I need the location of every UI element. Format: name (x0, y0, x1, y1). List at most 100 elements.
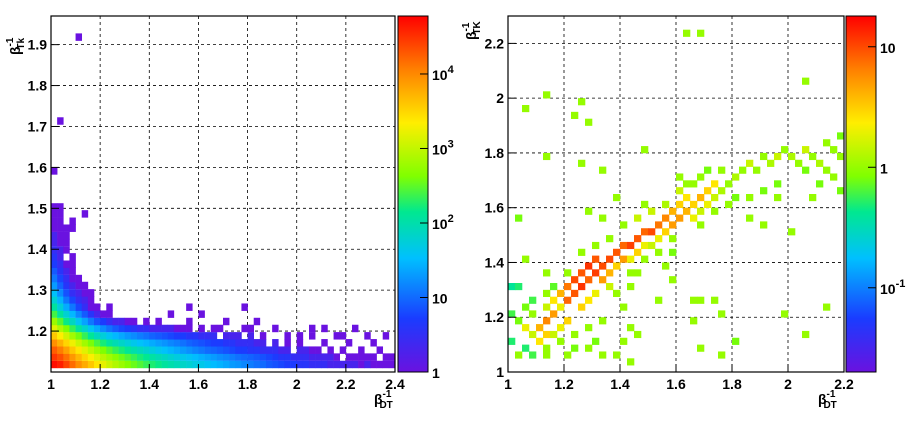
heatmap-cell (204, 339, 212, 347)
heatmap-cell (278, 353, 285, 361)
heatmap-cell (253, 317, 261, 326)
heatmap-cell (259, 346, 267, 354)
heatmap-cell (118, 353, 126, 361)
heatmap-cell (51, 339, 58, 347)
heatmap-cell (100, 332, 107, 340)
heatmap-cell (284, 346, 291, 354)
x-tick-label: 1.2 (554, 376, 574, 392)
heatmap-cell (259, 360, 267, 369)
heatmap-cell (247, 346, 255, 354)
heatmap-cell (578, 269, 586, 277)
heatmap-cell (57, 238, 64, 247)
heatmap-cell (711, 207, 719, 215)
heatmap-cell (315, 346, 322, 354)
heatmap-cell (697, 296, 705, 304)
heatmap-cell (69, 253, 76, 261)
heatmap-cell (155, 353, 162, 361)
heatmap-cell (795, 159, 803, 167)
heatmap-cell (63, 353, 70, 361)
left-colorbar-ticks: 1 10 102 103 104 (420, 64, 455, 381)
heatmap-cell (112, 339, 119, 347)
heatmap-cell (241, 339, 248, 347)
heatmap-cell (278, 346, 285, 354)
heatmap-cell (333, 353, 341, 361)
heatmap-cell (180, 353, 187, 361)
heatmap-cell (683, 180, 691, 188)
heatmap-cell (81, 210, 89, 218)
heatmap-cell (634, 269, 642, 277)
heatmap-cell (767, 159, 775, 167)
heatmap-cell (550, 310, 558, 318)
heatmap-cell (186, 360, 193, 369)
heatmap-cell (718, 351, 726, 359)
heatmap-cell (100, 346, 107, 354)
heatmap-cell (204, 332, 212, 340)
heatmap-cell (63, 267, 70, 275)
heatmap-cell (634, 214, 642, 222)
heatmap-cell (241, 324, 248, 333)
heatmap-cell (173, 332, 181, 340)
left-x-axis-label-sup: -1 (383, 389, 392, 400)
heatmap-cell (223, 353, 230, 361)
heatmap-cell (725, 200, 733, 208)
heatmap-cell (118, 332, 126, 340)
heatmap-cell (606, 255, 614, 263)
heatmap-cell (578, 303, 586, 311)
heatmap-cell (662, 262, 670, 270)
heatmap-cell (557, 289, 565, 297)
heatmap-cell (592, 255, 600, 263)
heatmap-cell (223, 332, 230, 340)
heatmap-cell (87, 303, 95, 311)
heatmap-cell (94, 324, 101, 333)
heatmap-cell (81, 281, 89, 290)
heatmap-cell (100, 310, 107, 318)
heatmap-cell (51, 289, 58, 297)
heatmap-cell (63, 317, 70, 326)
heatmap-cell (284, 332, 291, 340)
heatmap-cell (63, 303, 70, 311)
heatmap-cell (173, 353, 181, 361)
heatmap-cell (63, 332, 70, 340)
heatmap-cell (641, 200, 649, 208)
heatmap-cell (515, 283, 523, 291)
heatmap-cell (571, 289, 579, 297)
colorbar-tick-label: 104 (432, 64, 455, 83)
right-x-axis-label-sup: -1 (827, 389, 836, 400)
heatmap-cell (69, 303, 76, 311)
colorbar-tick-label: 102 (432, 213, 454, 232)
heatmap-cell (760, 221, 768, 229)
heatmap-cell (229, 346, 236, 354)
heatmap-cell (87, 346, 95, 354)
heatmap-cell (51, 317, 58, 326)
heatmap-cell (837, 152, 845, 161)
heatmap-cell (69, 274, 76, 283)
heatmap-cell (247, 324, 255, 333)
y-tick-label: 1.3 (28, 282, 48, 298)
heatmap-cell (143, 324, 150, 333)
heatmap-cell (585, 262, 593, 270)
heatmap-cell (223, 339, 230, 347)
heatmap-cell (106, 353, 113, 361)
heatmap-cell (746, 159, 754, 167)
heatmap-cell (669, 221, 677, 229)
heatmap-cell (167, 332, 175, 340)
heatmap-cell (100, 324, 107, 333)
heatmap-cell (809, 194, 817, 202)
heatmap-cell (51, 353, 58, 361)
heatmap-cell (63, 346, 70, 354)
heatmap-cell (592, 241, 600, 250)
left-panel: 1 1.2 1.4 1.6 1.8 2 2.2 2.4 1.2 1.3 1.4 1.5 1.6 1.7 1.… (5, 15, 455, 411)
heatmap-cell (641, 228, 649, 236)
heatmap-cell (620, 255, 628, 263)
heatmap-cell (599, 317, 607, 325)
heatmap-cell (697, 207, 705, 215)
heatmap-cell (259, 339, 267, 347)
heatmap-cell (508, 310, 516, 318)
heatmap-cell (599, 276, 607, 284)
heatmap-cell (592, 289, 600, 297)
heatmap-cell (711, 296, 719, 304)
heatmap-cell (592, 269, 600, 277)
heatmap-cell (309, 346, 316, 354)
heatmap-cell (198, 310, 205, 318)
